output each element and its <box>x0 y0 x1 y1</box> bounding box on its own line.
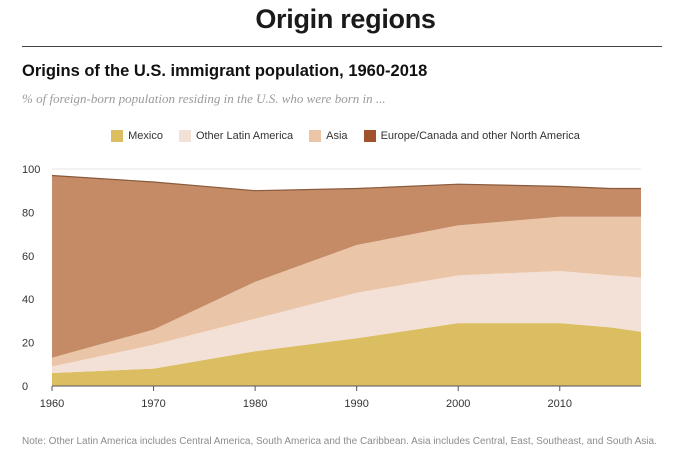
footnote: Note: Other Latin America includes Centr… <box>22 436 657 447</box>
title-divider <box>22 46 662 47</box>
y-tick-label-60: 60 <box>22 251 34 263</box>
legend-item-asia: Asia <box>309 130 348 142</box>
y-tick-label-100: 100 <box>22 164 40 176</box>
area-other-latin-america <box>52 270 641 373</box>
x-tick-label-1980: 1980 <box>243 398 267 410</box>
y-tick-label-80: 80 <box>22 207 34 219</box>
legend-label-europe-canada: Europe/Canada and other North America <box>380 130 580 142</box>
area-mexico <box>52 323 641 386</box>
y-tick-label-40: 40 <box>22 294 34 306</box>
chart-title: Origins of the U.S. immigrant population… <box>22 62 428 80</box>
legend-label-mexico: Mexico <box>128 130 163 142</box>
legend-item-mexico: Mexico <box>111 130 163 142</box>
x-tick-label-2010: 2010 <box>548 398 572 410</box>
legend-swatch-europe-canada <box>363 130 376 142</box>
legend-swatch-other-latin-america <box>178 130 191 142</box>
y-tick-label-20: 20 <box>22 338 34 350</box>
x-tick-label-2000: 2000 <box>446 398 470 410</box>
x-tick-label-1960: 1960 <box>40 398 64 410</box>
legend-label-other-latin-america: Other Latin America <box>195 130 294 142</box>
x-tick-label-1990: 1990 <box>344 398 368 410</box>
area-top-edge <box>51 174 641 192</box>
x-tick-label-1970: 1970 <box>141 398 165 410</box>
area-europe-canada-and-other-north-america <box>52 175 641 358</box>
chart-legend: Mexico Other Latin America Asia Europe/C… <box>0 130 691 142</box>
legend-label-asia: Asia <box>326 130 348 142</box>
legend-swatch-mexico <box>111 130 124 142</box>
chart-subtitle: % of foreign-born population residing in… <box>22 91 386 106</box>
area-asia <box>52 216 641 367</box>
stacked-area-chart: 0 20 40 60 80 100 1960 1970 1980 1990 2000 2010 <box>22 164 641 410</box>
y-tick-label-0: 0 <box>22 381 28 393</box>
page-title: Origin regions <box>255 4 436 34</box>
legend-item-europe-canada: Europe/Canada and other North America <box>363 130 580 142</box>
legend-item-other-latin-america: Other Latin America <box>178 130 294 142</box>
legend-swatch-asia <box>309 130 322 142</box>
